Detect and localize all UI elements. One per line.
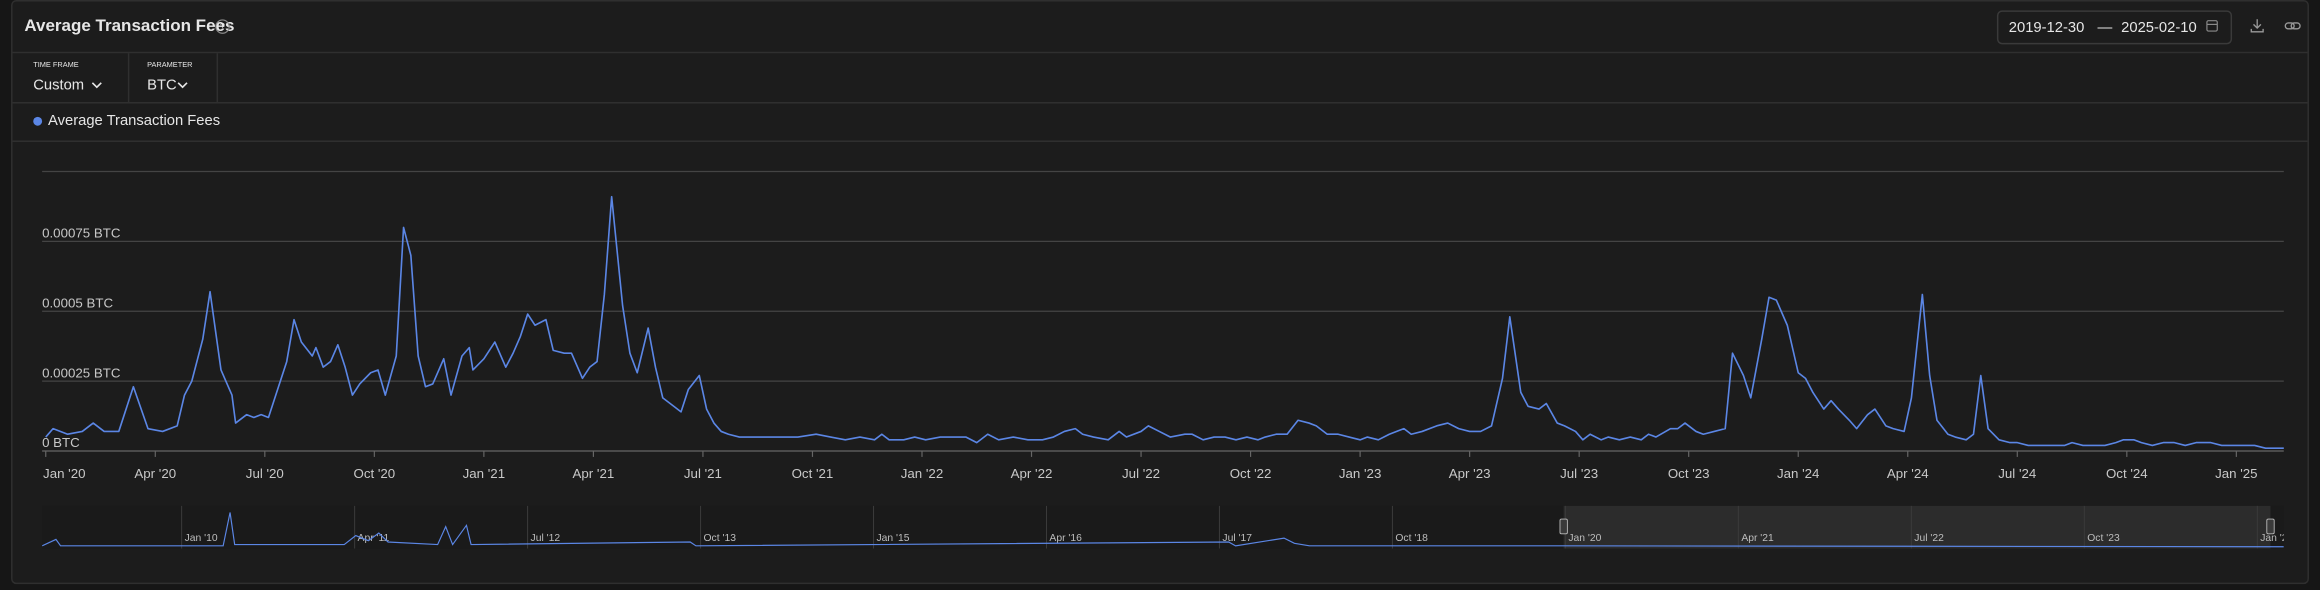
date-separator: — [2098, 20, 2113, 36]
date-range[interactable] [1996, 10, 2233, 45]
x-tick-label: Jan '21 [463, 466, 505, 481]
x-tick-label: Oct '22 [1230, 466, 1272, 481]
navigator-selection [1563, 505, 2271, 549]
navigator-handle[interactable] [2266, 518, 2275, 535]
x-tick-label: Apr '20 [134, 466, 176, 481]
legend-label: Average Transaction Fees [48, 113, 220, 129]
control-label: PARAMETER [147, 60, 192, 69]
x-tick-label: Jan '23 [1339, 466, 1381, 481]
navigator-handle[interactable] [1559, 518, 1568, 535]
svg-text:?: ? [220, 22, 225, 32]
navigator-line [42, 512, 2284, 548]
panel [11, 0, 2309, 585]
x-tick-label: Jul '23 [1560, 466, 1598, 481]
x-tick-label: Jan '25 [2215, 466, 2257, 481]
x-tick-label: Oct '21 [792, 466, 834, 481]
y-tick-label: 0 BTC [42, 435, 80, 450]
x-tick-label: Jul '20 [246, 466, 284, 481]
y-tick-label: 0.00075 BTC [42, 226, 121, 241]
x-tick-label: Jul '24 [1998, 466, 2036, 481]
x-tick-label: Oct '20 [353, 466, 395, 481]
navigator-label: Jan '15 [876, 533, 909, 544]
x-tick-label: Apr '24 [1887, 466, 1929, 481]
data-line [45, 195, 2284, 450]
x-tick-label: Jan '24 [1777, 466, 1819, 481]
dropdown-arrow[interactable] [91, 82, 102, 89]
x-tick-label: Jan '20 [43, 466, 85, 481]
y-tick-label: 0.0005 BTC [42, 295, 113, 310]
navigator-label: Jan '10 [185, 533, 218, 544]
navigator-label: Oct '18 [1395, 533, 1428, 544]
x-tick-label: Apr '23 [1449, 466, 1491, 481]
navigator-label: Apr '21 [1741, 533, 1774, 544]
title: Average Transaction Fees [24, 16, 234, 35]
date-end[interactable]: 2025-02-10 [2121, 20, 2197, 36]
download-icon[interactable] [2250, 19, 2264, 33]
y-tick-label: 0.00025 BTC [42, 365, 121, 380]
calendar-icon[interactable] [2206, 20, 2218, 32]
navigator-label: Jul '17 [1222, 533, 1252, 544]
link-icon[interactable] [2284, 22, 2301, 30]
help-icon[interactable]: ? [215, 19, 230, 34]
navigator-content: Jan '10 Apr '11 Jul '12 Oct '13 Jan '15 Apr '… [42, 505, 2293, 549]
x-tick-label: Jul '21 [684, 466, 722, 481]
x-tick-label: Jul '22 [1122, 466, 1160, 481]
dropdown-arrow[interactable] [177, 82, 188, 89]
navigator-label: Oct '13 [704, 533, 737, 544]
navigator-label: Apr '11 [358, 533, 390, 544]
parameter-select[interactable]: BTC [147, 78, 177, 94]
x-tick-label: Apr '22 [1011, 466, 1053, 481]
legend-marker [33, 116, 43, 126]
navigator-label: Oct '23 [2087, 533, 2120, 544]
x-tick-label: Oct '24 [2106, 466, 2148, 481]
navigator-label: Jul '22 [1914, 533, 1944, 544]
navigator-label: Jul '12 [531, 533, 561, 544]
navigator-label: Apr '16 [1049, 533, 1082, 544]
date-start[interactable]: 2019-12-30 [2009, 20, 2085, 36]
time-frame-select[interactable]: Custom [33, 78, 84, 94]
x-tick-label: Oct '23 [1668, 466, 1710, 481]
navigator-label: Jan '20 [1568, 533, 1601, 544]
x-tick-label: Apr '21 [573, 466, 615, 481]
control-label: TIME FRAME [33, 60, 79, 69]
x-tick-label: Jan '22 [901, 466, 943, 481]
navigator-label: Jan '25 [2260, 533, 2293, 544]
